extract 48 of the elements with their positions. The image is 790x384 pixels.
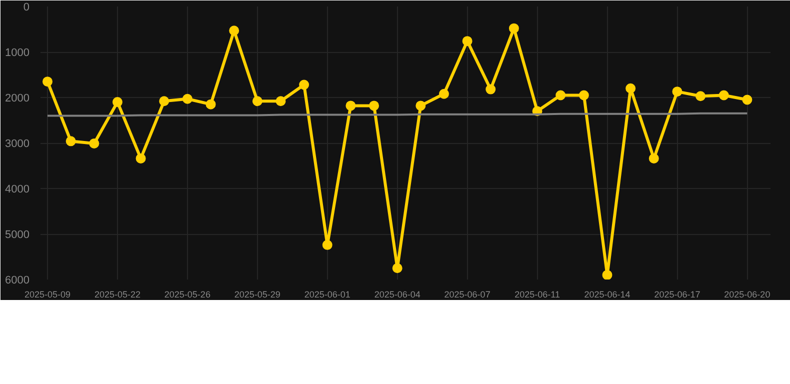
x-tick-label: 2025-05-29 xyxy=(234,290,280,300)
point xyxy=(742,94,752,105)
point xyxy=(718,90,729,100)
point xyxy=(508,23,519,34)
x-tick-label: 2025-05-26 xyxy=(164,290,210,300)
point xyxy=(346,100,356,111)
point xyxy=(112,97,122,108)
x-tick-label: 2025-05-09 xyxy=(24,290,71,300)
x-tick-label: 2025-06-14 xyxy=(584,290,630,300)
point xyxy=(696,91,706,102)
point xyxy=(206,99,216,110)
y-tick-label: 1000 xyxy=(5,47,30,59)
point xyxy=(89,138,100,148)
y-tick-label: 2000 xyxy=(5,92,30,104)
point xyxy=(462,36,472,46)
point xyxy=(42,76,52,87)
x-tick-label: 2025-06-17 xyxy=(654,290,700,300)
point xyxy=(438,88,449,99)
point xyxy=(486,84,496,94)
point xyxy=(299,80,310,90)
point xyxy=(369,100,380,111)
point xyxy=(276,96,286,106)
point xyxy=(556,90,566,100)
y-tick-label: 3000 xyxy=(5,138,30,150)
y-tick-label: 0 xyxy=(23,2,30,14)
point xyxy=(626,83,636,94)
point xyxy=(578,90,589,100)
x-tick-label: 2025-06-11 xyxy=(514,290,560,300)
point xyxy=(66,136,76,146)
point xyxy=(416,100,426,111)
point xyxy=(182,94,192,104)
point xyxy=(229,26,240,36)
x-tick-label: 2025-06-01 xyxy=(304,290,350,300)
y-tick-label: 6000 xyxy=(5,274,30,286)
y-tick-label: 4000 xyxy=(5,184,30,196)
point xyxy=(672,86,682,97)
x-tick-label: 2025-06-07 xyxy=(444,290,490,300)
point xyxy=(159,96,170,106)
point xyxy=(648,153,659,164)
point xyxy=(136,153,146,164)
point xyxy=(322,240,332,250)
x-tick-label: 2025-06-20 xyxy=(724,290,770,300)
x-tick-label: 2025-06-04 xyxy=(374,290,420,300)
point xyxy=(392,263,402,274)
point xyxy=(252,96,262,106)
y-tick-label: 5000 xyxy=(5,229,30,241)
point xyxy=(602,270,612,280)
x-tick-label: 2025-05-22 xyxy=(94,290,140,300)
